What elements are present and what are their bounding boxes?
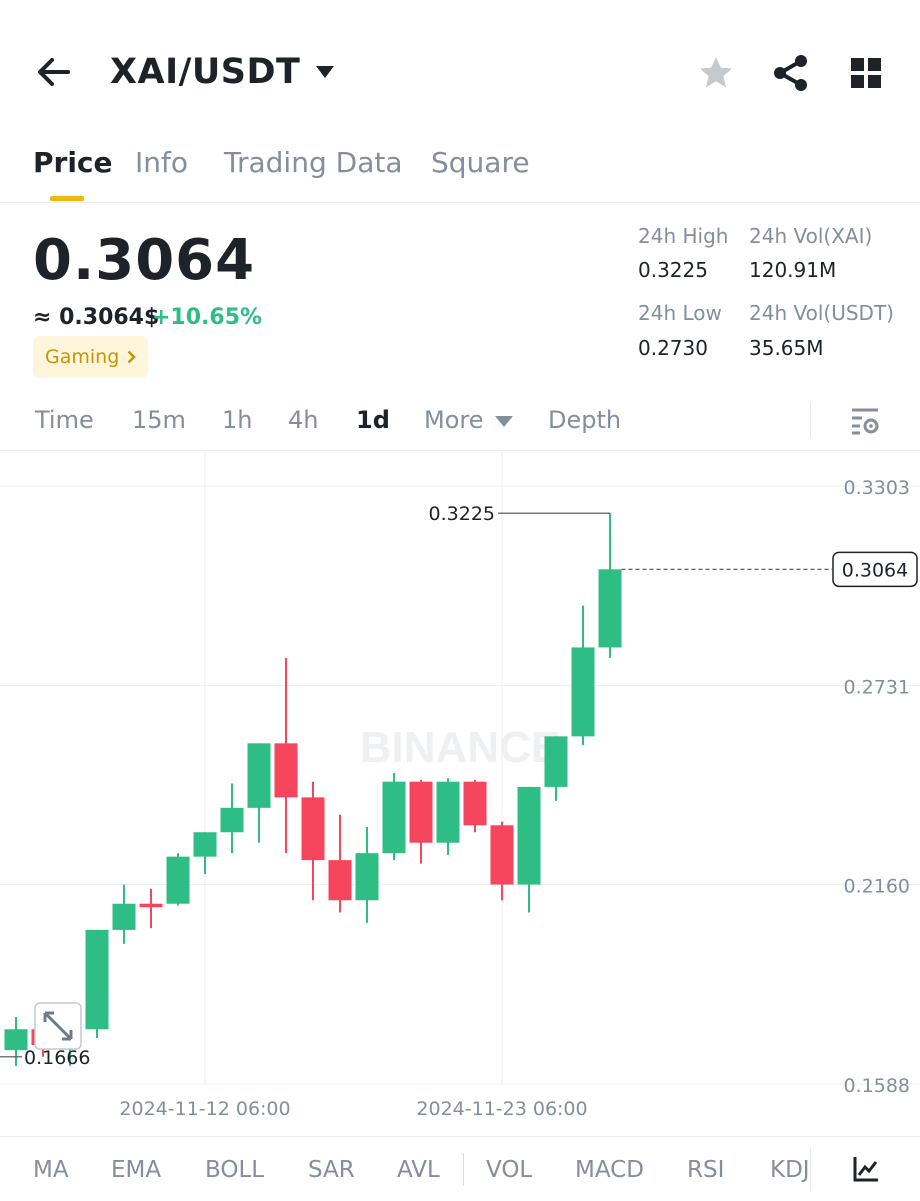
indicator-rsi[interactable]: RSI bbox=[687, 1157, 725, 1183]
candle-body bbox=[85, 929, 109, 1030]
x-axis-label: 2024-11-12 06:00 bbox=[119, 1098, 290, 1120]
x-axis-label: 2024-11-23 06:00 bbox=[416, 1098, 587, 1120]
header: XAI/USDT bbox=[0, 0, 920, 140]
y-axis-label: 0.3303 bbox=[844, 477, 910, 499]
stat-24h-vol-usdt-value: 35.65M bbox=[749, 336, 824, 360]
pair-title[interactable]: XAI/USDT bbox=[110, 52, 301, 92]
tab-square[interactable]: Square bbox=[431, 146, 530, 179]
last-price: 0.3064 bbox=[33, 228, 256, 293]
chart-settings-icon[interactable] bbox=[850, 406, 880, 436]
price-change: +10.65% bbox=[152, 305, 263, 330]
stat-24h-vol-usdt-label: 24h Vol(USDT) bbox=[749, 301, 894, 325]
max-price-label: 0.3225 bbox=[429, 503, 495, 525]
candle-body bbox=[112, 903, 136, 930]
indicator-boll[interactable]: BOLL bbox=[205, 1157, 265, 1183]
indicator-ma[interactable]: MA bbox=[33, 1157, 69, 1183]
chart-type-icon[interactable] bbox=[852, 1155, 880, 1183]
tab-price[interactable]: Price bbox=[33, 146, 113, 179]
last-price-box bbox=[832, 551, 918, 588]
last-price-label: 0.3064 bbox=[842, 559, 908, 581]
interval-more-label: More bbox=[424, 406, 484, 434]
indicator-avl[interactable]: AVL bbox=[397, 1157, 440, 1183]
candle-body bbox=[328, 860, 352, 901]
caret-down-icon bbox=[495, 415, 514, 427]
candle-body bbox=[4, 1029, 28, 1051]
chevron-right-icon bbox=[127, 350, 137, 364]
candle-body bbox=[301, 797, 325, 861]
candle-body bbox=[274, 743, 298, 798]
candle-body bbox=[598, 569, 622, 648]
interval-more[interactable]: More bbox=[424, 406, 514, 434]
candle-body bbox=[436, 781, 460, 843]
candle-body bbox=[571, 647, 595, 737]
stat-24h-vol-xai-label: 24h Vol(XAI) bbox=[749, 224, 873, 248]
candle-body bbox=[463, 781, 487, 826]
fullscreen-button[interactable] bbox=[34, 1002, 82, 1050]
tab-trading-data[interactable]: Trading Data bbox=[224, 146, 403, 179]
indicator-ema[interactable]: EMA bbox=[111, 1157, 162, 1183]
stat-24h-high-value: 0.3225 bbox=[638, 258, 708, 282]
interval-depth[interactable]: Depth bbox=[548, 406, 622, 434]
candle-body bbox=[355, 853, 379, 901]
caret-down-icon[interactable] bbox=[316, 66, 334, 78]
stat-24h-vol-xai-value: 120.91M bbox=[749, 258, 837, 282]
indicator-divider bbox=[463, 1153, 464, 1185]
tab-bar: Price Info Trading Data Square bbox=[0, 138, 920, 203]
binance-watermark: BINANCE bbox=[360, 723, 560, 772]
interval-1h[interactable]: 1h bbox=[222, 406, 253, 434]
expand-icon bbox=[43, 1011, 73, 1041]
candlestick-chart[interactable]: 0.3303 0.2731 0.2160 0.1588 2024-11-12 06:00… bbox=[0, 452, 920, 1134]
star-icon[interactable] bbox=[698, 55, 734, 91]
min-price-label: 0.1666 bbox=[24, 1047, 90, 1069]
indicator-kdj[interactable]: KDJ bbox=[770, 1157, 810, 1183]
active-tab-indicator bbox=[50, 196, 84, 201]
indicator-sar[interactable]: SAR bbox=[308, 1157, 355, 1183]
tab-info[interactable]: Info bbox=[135, 146, 188, 179]
candle-body bbox=[490, 825, 514, 885]
candle-body bbox=[544, 736, 568, 787]
candle-body bbox=[247, 743, 271, 808]
indicator-macd[interactable]: MACD bbox=[575, 1157, 644, 1183]
stat-24h-low-value: 0.2730 bbox=[638, 336, 708, 360]
candle-body bbox=[382, 781, 406, 854]
y-axis-label: 0.1588 bbox=[844, 1075, 910, 1097]
interval-time[interactable]: Time bbox=[35, 406, 94, 434]
candle-body bbox=[517, 786, 541, 885]
share-icon[interactable] bbox=[772, 54, 810, 92]
interval-divider bbox=[810, 402, 811, 438]
category-tag[interactable]: Gaming bbox=[33, 336, 149, 378]
stat-24h-low-label: 24h Low bbox=[638, 301, 722, 325]
y-axis-label: 0.2160 bbox=[844, 876, 910, 898]
interval-1d[interactable]: 1d bbox=[356, 406, 390, 434]
indicator-vol[interactable]: VOL bbox=[486, 1157, 533, 1183]
interval-4h[interactable]: 4h bbox=[288, 406, 319, 434]
candle-body bbox=[139, 903, 163, 908]
indicator-divider-right bbox=[810, 1147, 811, 1191]
fiat-price: ≈ 0.3064$ bbox=[33, 305, 160, 330]
stat-24h-high-label: 24h High bbox=[638, 224, 729, 248]
interval-bar: Time 15m 1h 4h 1d More Depth bbox=[0, 392, 920, 451]
candle-body bbox=[220, 807, 244, 833]
category-tag-label: Gaming bbox=[45, 346, 120, 368]
indicator-bar: MA EMA BOLL SAR AVL VOL MACD RSI KDJ bbox=[0, 1136, 920, 1201]
candle-body bbox=[166, 856, 190, 904]
back-arrow-icon[interactable] bbox=[36, 54, 72, 90]
interval-15m[interactable]: 15m bbox=[132, 406, 186, 434]
candle-body bbox=[409, 781, 433, 843]
grid-icon[interactable] bbox=[850, 57, 882, 89]
y-axis-label: 0.2731 bbox=[844, 676, 910, 698]
candle-body bbox=[193, 832, 217, 857]
